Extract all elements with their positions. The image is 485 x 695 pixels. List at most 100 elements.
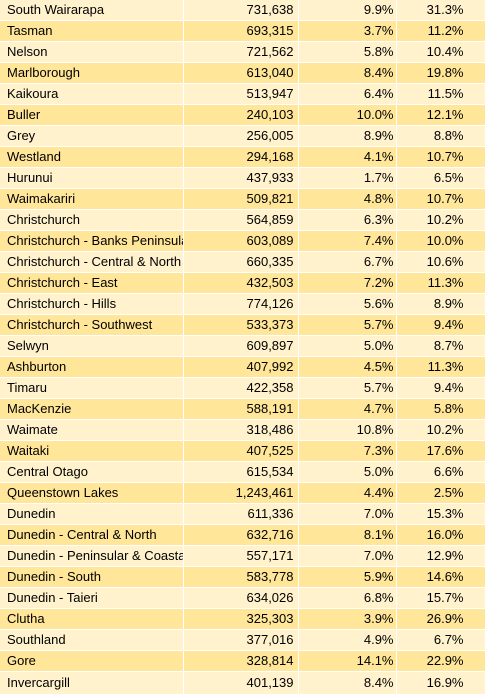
change2-cell: 9.4% xyxy=(396,377,485,399)
change2-cell: 6.5% xyxy=(396,167,485,189)
table-row: Dunedin - South 583,778 5.9% 14.6% xyxy=(0,566,485,588)
change1-cell: 7.2% xyxy=(298,272,397,294)
region-cell: Buller xyxy=(0,104,184,126)
change2-cell: 22.9% xyxy=(396,650,485,672)
price-cell: 609,897 xyxy=(183,335,299,357)
price-cell: 318,486 xyxy=(183,419,299,441)
price-cell: 731,638 xyxy=(183,0,299,21)
price-cell: 422,358 xyxy=(183,377,299,399)
change2-cell: 2.5% xyxy=(396,482,485,504)
change2-cell: 8.9% xyxy=(396,293,485,315)
price-cell: 533,373 xyxy=(183,314,299,336)
change2-cell: 19.8% xyxy=(396,62,485,84)
change1-cell: 5.7% xyxy=(298,314,397,336)
region-cell: Tasman xyxy=(0,20,184,42)
table-row: Dunedin - Central & North 632,716 8.1% 16.0… xyxy=(0,524,485,546)
table-row: Invercargill 401,139 8.4% 16.9% xyxy=(0,671,485,695)
change2-cell: 9.4% xyxy=(396,314,485,336)
change1-cell: 8.1% xyxy=(298,524,397,546)
region-cell: MacKenzie xyxy=(0,398,184,420)
change1-cell: 7.4% xyxy=(298,230,397,252)
region-cell: Christchurch - Central & North xyxy=(0,251,184,273)
region-cell: Selwyn xyxy=(0,335,184,357)
change1-cell: 4.7% xyxy=(298,398,397,420)
change1-cell: 5.9% xyxy=(298,566,397,588)
region-cell: Queenstown Lakes xyxy=(0,482,184,504)
table-row: Hurunui 437,933 1.7% 6.5% xyxy=(0,167,485,189)
price-cell: 407,525 xyxy=(183,440,299,462)
change2-cell: 10.2% xyxy=(396,209,485,231)
price-cell: 432,503 xyxy=(183,272,299,294)
region-cell: Christchurch - East xyxy=(0,272,184,294)
table-row: Waimakariri 509,821 4.8% 10.7% xyxy=(0,188,485,210)
table-row: Timaru 422,358 5.7% 9.4% xyxy=(0,377,485,399)
table-row: Ashburton 407,992 4.5% 11.3% xyxy=(0,356,485,378)
change1-cell: 1.7% xyxy=(298,167,397,189)
change1-cell: 3.9% xyxy=(298,608,397,630)
table-row: Buller 240,103 10.0% 12.1% xyxy=(0,104,485,126)
price-cell: 603,089 xyxy=(183,230,299,252)
region-cell: Hurunui xyxy=(0,167,184,189)
region-cell: Waimakariri xyxy=(0,188,184,210)
change2-cell: 10.7% xyxy=(396,188,485,210)
region-cell: Ashburton xyxy=(0,356,184,378)
table-row: Christchurch - East 432,503 7.2% 11.3% xyxy=(0,272,485,294)
change2-cell: 11.3% xyxy=(396,356,485,378)
change1-cell: 8.4% xyxy=(298,671,397,695)
change1-cell: 5.0% xyxy=(298,461,397,483)
price-cell: 294,168 xyxy=(183,146,299,168)
change2-cell: 16.0% xyxy=(396,524,485,546)
change1-cell: 3.7% xyxy=(298,20,397,42)
table-row: Christchurch - Southwest 533,373 5.7% 9.4% xyxy=(0,314,485,336)
table-row: Southland 377,016 4.9% 6.7% xyxy=(0,629,485,651)
price-cell: 240,103 xyxy=(183,104,299,126)
region-cell: Timaru xyxy=(0,377,184,399)
region-cell: Dunedin - Peninsular & Coastal xyxy=(0,545,184,567)
price-cell: 613,040 xyxy=(183,62,299,84)
table-row: Marlborough 613,040 8.4% 19.8% xyxy=(0,62,485,84)
table-row: Grey 256,005 8.9% 8.8% xyxy=(0,125,485,147)
region-cell: Dunedin - Central & North xyxy=(0,524,184,546)
table-row: Queenstown Lakes 1,243,461 4.4% 2.5% xyxy=(0,482,485,504)
price-cell: 588,191 xyxy=(183,398,299,420)
change1-cell: 6.4% xyxy=(298,83,397,105)
change2-cell: 11.3% xyxy=(396,272,485,294)
change1-cell: 7.3% xyxy=(298,440,397,462)
table-row: Christchurch - Central & North 660,335 6.7… xyxy=(0,251,485,273)
change2-cell: 10.4% xyxy=(396,41,485,63)
price-cell: 1,243,461 xyxy=(183,482,299,504)
table-row: Nelson 721,562 5.8% 10.4% xyxy=(0,41,485,63)
price-cell: 660,335 xyxy=(183,251,299,273)
price-cell: 611,336 xyxy=(183,503,299,525)
region-cell: Dunedin - South xyxy=(0,566,184,588)
change1-cell: 5.8% xyxy=(298,41,397,63)
change2-cell: 15.7% xyxy=(396,587,485,609)
price-cell: 401,139 xyxy=(183,671,299,695)
change1-cell: 5.7% xyxy=(298,377,397,399)
table-row: Christchurch - Hills 774,126 5.6% 8.9% xyxy=(0,293,485,315)
region-cell: Christchurch - Southwest xyxy=(0,314,184,336)
region-cell: Dunedin - Taieri xyxy=(0,587,184,609)
price-cell: 564,859 xyxy=(183,209,299,231)
change2-cell: 14.6% xyxy=(396,566,485,588)
change2-cell: 10.7% xyxy=(396,146,485,168)
change1-cell: 8.9% xyxy=(298,125,397,147)
price-cell: 557,171 xyxy=(183,545,299,567)
region-cell: Nelson xyxy=(0,41,184,63)
price-cell: 615,534 xyxy=(183,461,299,483)
price-cell: 437,933 xyxy=(183,167,299,189)
price-cell: 583,778 xyxy=(183,566,299,588)
price-cell: 632,716 xyxy=(183,524,299,546)
change1-cell: 7.0% xyxy=(298,545,397,567)
change2-cell: 26.9% xyxy=(396,608,485,630)
table-row: Waimate 318,486 10.8% 10.2% xyxy=(0,419,485,441)
region-cell: Grey xyxy=(0,125,184,147)
change1-cell: 14.1% xyxy=(298,650,397,672)
region-cell: Clutha xyxy=(0,608,184,630)
region-cell: Christchurch - Hills xyxy=(0,293,184,315)
region-cell: Westland xyxy=(0,146,184,168)
change1-cell: 6.8% xyxy=(298,587,397,609)
change2-cell: 17.6% xyxy=(396,440,485,462)
